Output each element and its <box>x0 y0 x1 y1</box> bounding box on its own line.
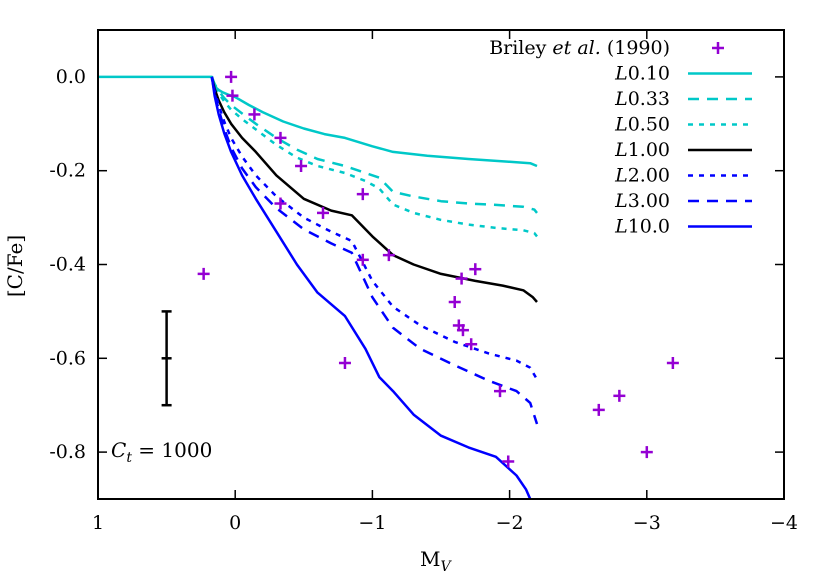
series-line-l3-00 <box>210 76 539 425</box>
observation-point <box>356 253 369 266</box>
plot-frame <box>97 29 785 500</box>
legend-marker-observations <box>712 42 724 54</box>
observation-point <box>248 108 261 121</box>
observation-point <box>225 70 238 83</box>
x-tick-label: −3 <box>633 512 661 534</box>
x-tick-label: −4 <box>770 512 798 534</box>
y-tick-label: -0.8 <box>49 441 86 463</box>
observation-point <box>493 385 506 398</box>
legend-label-series: L0.50 <box>614 114 670 136</box>
observation-point <box>356 188 369 201</box>
y-tick-label: 0.0 <box>56 66 86 88</box>
series-line-l10-0 <box>210 76 532 499</box>
observation-point <box>274 131 287 144</box>
x-tick-label: 1 <box>92 512 104 534</box>
x-axis-title-main: M <box>420 547 440 571</box>
y-tick-label: -0.6 <box>49 347 86 369</box>
x-tick-label: 0 <box>229 512 241 534</box>
annotation-ct: Ct = 1000 <box>111 438 212 466</box>
legend-label-series: L10.0 <box>614 216 670 238</box>
observation-point <box>456 324 469 337</box>
x-axis-title-sub: V <box>440 559 452 575</box>
series-line-l0-33 <box>210 76 538 214</box>
observation-point <box>448 296 461 309</box>
legend-label-series: L1.00 <box>614 139 670 161</box>
legend-label-series: L0.33 <box>614 88 670 110</box>
y-tick-label: -0.2 <box>49 160 86 182</box>
observation-point <box>502 455 515 468</box>
observation-point <box>640 446 653 459</box>
y-tick-label: -0.4 <box>49 254 86 276</box>
observation-point <box>274 197 287 210</box>
legend: Briley et al. (1990) L0.10 L0.33 L0.50 L1.00… <box>489 37 752 238</box>
observation-point <box>338 356 351 369</box>
series-line-l0-10 <box>98 75 538 168</box>
observation-point <box>382 249 395 262</box>
series-line-l1-00 <box>210 76 538 303</box>
legend-label-series: L0.10 <box>614 63 670 85</box>
legend-label-series: L2.00 <box>614 165 670 187</box>
observation-point <box>455 272 468 285</box>
legend-label-series: L3.00 <box>614 190 670 212</box>
series-layer <box>98 75 539 499</box>
x-tick-label: −2 <box>496 512 524 534</box>
axis-ticks <box>97 30 785 499</box>
legend-label-observations: Briley et al. (1990) <box>489 37 670 59</box>
observation-point <box>465 338 478 351</box>
x-tick-label: −1 <box>358 512 386 534</box>
annotation-sub: t <box>126 450 132 466</box>
observation-point <box>197 267 210 280</box>
x-axis-title: MV <box>420 547 452 575</box>
observation-point <box>592 403 605 416</box>
tick-labels: 1 0 −1 −2 −3 −4 0.0 -0.2 -0.4 -0.6 -0.8 <box>49 66 798 534</box>
annotation-rhs: = 1000 <box>132 438 212 462</box>
observation-point <box>317 206 330 219</box>
observation-point <box>469 263 482 276</box>
observations-layer <box>197 70 679 468</box>
series-line-l2-00 <box>210 76 539 381</box>
annotation-lhs: C <box>111 438 126 462</box>
y-axis-title: [C/Fe] <box>3 235 27 297</box>
observation-point <box>226 89 239 102</box>
observation-point <box>295 160 308 173</box>
error-bar <box>161 310 172 407</box>
observation-point <box>666 356 679 369</box>
observation-point <box>613 389 626 402</box>
